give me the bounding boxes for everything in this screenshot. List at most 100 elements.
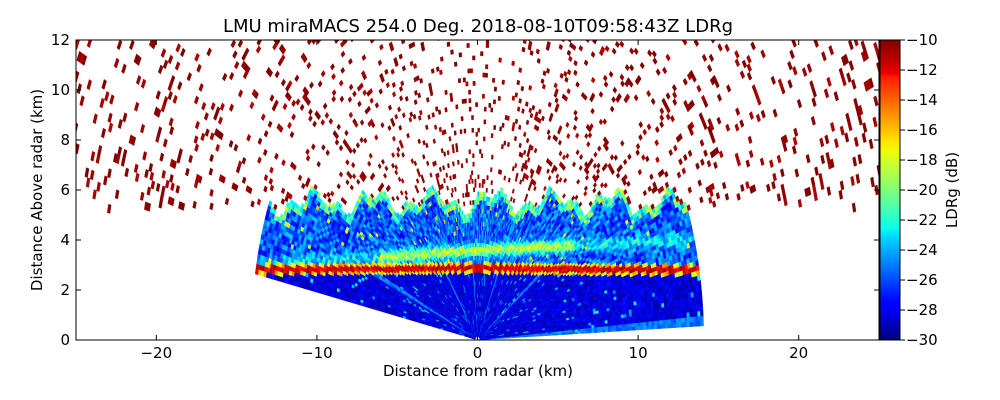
radar-gate	[681, 317, 685, 323]
radar-gate	[658, 307, 663, 313]
radar-gate	[607, 328, 612, 333]
radar-gate	[629, 326, 633, 331]
radar-gate	[637, 314, 641, 320]
radar-gate	[588, 330, 592, 334]
radar-gate	[686, 316, 691, 323]
radar-gate	[639, 314, 644, 319]
radar-gate	[673, 318, 677, 324]
radar-gate	[689, 311, 693, 318]
radar-gate	[692, 316, 696, 322]
radar-gate	[664, 319, 669, 325]
radar-gate	[599, 326, 603, 330]
radar-gate	[654, 320, 658, 326]
radar-gate	[653, 308, 657, 314]
radar-gate	[651, 324, 655, 330]
radar-gate	[870, 176, 875, 188]
radar-gate	[661, 306, 665, 312]
radar-gate	[659, 319, 663, 325]
radar-gate	[626, 326, 631, 331]
radar-gate	[596, 326, 601, 331]
radar-gate	[851, 202, 857, 213]
radar-gate	[635, 326, 639, 331]
radar-gate	[615, 324, 620, 329]
radar-gate	[686, 312, 690, 318]
radar-gate	[626, 323, 631, 328]
radar-gate	[699, 294, 703, 302]
radar-gate	[672, 313, 677, 320]
radar-gate	[651, 320, 655, 326]
radar-gate	[675, 313, 679, 319]
radar-gate	[615, 321, 620, 326]
radar-gate	[673, 322, 677, 328]
radar-gate	[699, 305, 704, 312]
radar-gate	[586, 330, 590, 334]
radar-gate	[610, 328, 614, 332]
radar-gate	[691, 306, 696, 313]
radar-gate	[664, 310, 668, 316]
radar-scan-layer	[76, 40, 941, 340]
radar-gate	[678, 322, 682, 328]
radar-gate	[700, 310, 704, 317]
radar-gate	[648, 317, 652, 322]
radar-gate	[667, 310, 671, 316]
radar-gate	[626, 319, 630, 325]
radar-gate	[681, 312, 685, 319]
radar-gate	[656, 320, 661, 325]
radar-gate	[669, 309, 674, 315]
radar-gate	[656, 315, 660, 321]
radar-gate	[637, 325, 642, 331]
radar-gate	[645, 309, 649, 315]
radar-gate	[659, 324, 663, 329]
radar-gate	[634, 318, 639, 324]
radar-gate	[683, 312, 688, 318]
radar-gate	[678, 317, 682, 324]
radar-gate	[670, 318, 674, 324]
radar-gate	[937, 172, 941, 183]
radar-gate	[629, 319, 633, 324]
radar-gate	[686, 321, 691, 328]
radar-gate	[661, 311, 666, 317]
radar-gate	[640, 325, 644, 331]
radar-gate	[667, 314, 671, 320]
chart-title: LMU miraMACS 254.0 Deg. 2018-08-10T09:58…	[223, 16, 733, 37]
radar-gate	[689, 321, 693, 327]
radar-gate	[666, 305, 671, 312]
radar-gate	[621, 320, 625, 325]
radar-gate	[602, 328, 606, 333]
radar-gate	[700, 320, 704, 327]
radar-gate	[624, 327, 628, 332]
radar-gate	[695, 320, 699, 327]
radar-gate	[639, 310, 644, 316]
radar-gate	[697, 310, 701, 317]
radar-gate	[694, 305, 698, 312]
radar-gate	[669, 305, 674, 311]
radar-gate	[645, 325, 650, 330]
radar-gate	[596, 329, 601, 333]
radar-gate	[937, 194, 941, 205]
radar-gate	[640, 321, 644, 327]
radar-gate	[607, 325, 611, 330]
radar-gate	[694, 310, 699, 317]
radar-gate	[653, 312, 657, 318]
radar-gate	[632, 322, 636, 327]
radar-gate	[651, 316, 655, 322]
radar-gate	[694, 315, 699, 322]
radar-gate	[696, 274, 701, 281]
radar-gate	[637, 318, 641, 323]
radar-gate	[618, 324, 622, 329]
radar-gate	[642, 313, 647, 319]
radar-gate	[662, 323, 666, 329]
radar-gate	[616, 327, 620, 332]
radar-gate	[700, 315, 704, 322]
radar-gate	[906, 109, 911, 120]
radar-gate	[613, 327, 617, 332]
radar-gate	[591, 329, 595, 334]
radar-gate	[675, 318, 680, 324]
radar-gate	[661, 315, 666, 321]
radar-gate	[697, 315, 701, 322]
radar-gate	[610, 325, 614, 329]
radar-gate	[683, 317, 688, 323]
radar-gate	[670, 314, 674, 320]
radar-gate	[678, 308, 682, 314]
radar-gate	[647, 305, 652, 311]
